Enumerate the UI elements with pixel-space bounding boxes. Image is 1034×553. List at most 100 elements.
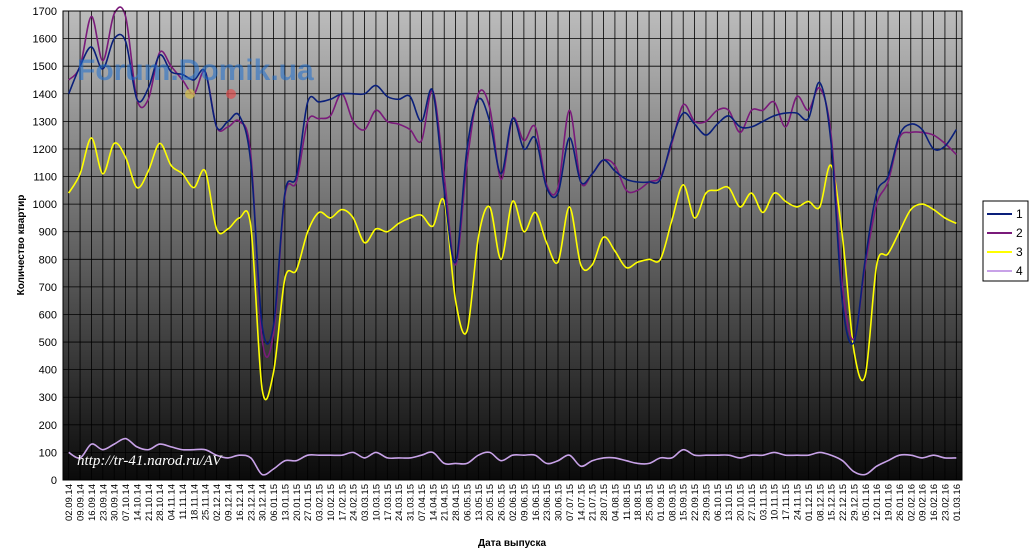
x-tick-label: 28.10.14 — [155, 484, 166, 521]
x-tick-label: 11.11.14 — [178, 484, 189, 520]
x-tick-label: 13.10.15 — [724, 484, 735, 521]
y-tick-label: 1000 — [33, 199, 57, 211]
x-tick-label: 09.06.15 — [519, 484, 530, 521]
x-tick-label: 23.06.15 — [542, 484, 553, 521]
x-tick-label: 29.12.15 — [849, 484, 860, 521]
x-tick-label: 30.06.15 — [554, 484, 565, 521]
y-tick-label: 800 — [39, 254, 57, 266]
y-tick-label: 1300 — [33, 116, 57, 128]
y-tick-label: 1600 — [33, 34, 57, 46]
y-tick-label: 1400 — [33, 89, 57, 101]
x-tick-label: 02.06.15 — [508, 484, 519, 521]
y-tick-label: 200 — [39, 420, 57, 432]
y-tick-label: 1100 — [33, 172, 57, 184]
x-tick-label: 02.12.14 — [212, 484, 223, 521]
x-tick-label: 14.04.15 — [428, 484, 439, 521]
x-tick-label: 19.01.16 — [884, 484, 895, 521]
series-line-1 — [67, 33, 957, 345]
x-tick-label: 07.07.15 — [565, 484, 576, 521]
legend-label-4: 4 — [1016, 264, 1023, 278]
x-tick-label: 22.12.15 — [838, 484, 849, 521]
x-tick-label: 09.02.16 — [918, 484, 929, 521]
x-tick-label: 20.05.15 — [485, 484, 496, 521]
x-tick-label: 01.09.15 — [656, 484, 667, 521]
x-axis: 02.09.14 09.09.14 16.09.14 23.09.14 30.09.14… — [64, 484, 963, 521]
x-tick-label: 12.01.16 — [872, 484, 883, 521]
x-tick-label: 13.01.15 — [280, 484, 291, 521]
x-tick-label: 29.09.15 — [701, 484, 712, 521]
watermark-dot-yellow — [185, 89, 195, 99]
grid — [63, 11, 962, 480]
x-tick-label: 27.10.15 — [747, 484, 758, 521]
legend-label-3: 3 — [1016, 245, 1023, 259]
legend-label-1: 1 — [1016, 207, 1023, 221]
y-tick-label: 1200 — [33, 144, 57, 156]
x-tick-label: 17.02.15 — [337, 484, 348, 521]
x-tick-label: 03.03.15 — [360, 484, 371, 521]
x-tick-label: 15.12.15 — [827, 484, 838, 521]
x-tick-label: 03.02.15 — [315, 484, 326, 521]
x-tick-label: 06.05.15 — [462, 484, 473, 521]
y-axis: 0 100 200 300 400 500 600 700 800 900 1000 1100 1200… — [33, 6, 57, 487]
x-tick-label: 20.10.15 — [736, 484, 747, 521]
y-tick-label: 1500 — [33, 61, 57, 73]
x-tick-label: 25.08.15 — [645, 484, 656, 521]
x-tick-label: 23.12.14 — [246, 484, 257, 521]
x-tick-label: 11.08.15 — [622, 484, 633, 520]
x-tick-label: 05.01.16 — [861, 484, 872, 521]
x-tick-label: 16.02.16 — [929, 484, 940, 521]
x-tick-label: 15.09.15 — [679, 484, 690, 521]
x-tick-label: 16.09.14 — [87, 484, 98, 521]
x-tick-label: 07.04.15 — [417, 484, 428, 521]
x-tick-label: 13.05.15 — [474, 484, 485, 521]
x-axis-title: Дата выпуска — [478, 538, 547, 549]
series-line-3 — [68, 137, 957, 401]
x-tick-label: 28.07.15 — [599, 484, 610, 521]
x-tick-label: 31.03.15 — [406, 484, 417, 521]
y-tick-label: 600 — [39, 309, 57, 321]
watermark-dot-red — [226, 89, 236, 99]
x-tick-label: 03.11.15 — [758, 484, 769, 520]
y-tick-label: 0 — [51, 475, 57, 487]
x-tick-label: 30.12.14 — [258, 484, 269, 521]
x-tick-label: 17.03.15 — [383, 484, 394, 521]
x-tick-label: 16.12.14 — [235, 484, 246, 521]
x-tick-label: 18.08.15 — [633, 484, 644, 521]
x-tick-label: 09.12.14 — [224, 484, 235, 521]
x-tick-label: 24.02.15 — [349, 484, 360, 521]
legend: 1 2 3 4 — [982, 200, 1029, 282]
y-tick-label: 500 — [39, 337, 57, 349]
x-tick-label: 21.10.14 — [144, 484, 155, 521]
y-tick-label: 100 — [39, 447, 57, 459]
x-tick-label: 04.08.15 — [610, 484, 621, 521]
x-tick-label: 06.01.15 — [269, 484, 280, 521]
x-tick-label: 04.11.14 — [167, 484, 178, 520]
x-tick-label: 21.04.15 — [440, 484, 451, 521]
series-line-4 — [68, 437, 957, 476]
x-tick-label: 14.07.15 — [576, 484, 587, 521]
x-tick-label: 26.05.15 — [497, 484, 508, 521]
x-tick-label: 09.09.14 — [76, 484, 87, 521]
y-tick-label: 700 — [39, 282, 57, 294]
x-tick-label: 16.06.15 — [531, 484, 542, 521]
watermark-text: Forum.Domik.ua — [77, 54, 314, 87]
x-tick-label: 10.03.15 — [371, 484, 382, 521]
plot-border — [62, 10, 963, 481]
x-tick-label: 23.09.14 — [98, 484, 109, 521]
y-tick-label: 300 — [39, 392, 57, 404]
series-line-2 — [68, 6, 957, 358]
x-tick-label: 24.03.15 — [394, 484, 405, 521]
legend-label-2: 2 — [1016, 226, 1023, 240]
x-tick-label: 17.11.15 — [781, 484, 792, 520]
x-tick-label: 30.09.14 — [110, 484, 121, 521]
x-tick-label: 23.02.16 — [940, 484, 951, 521]
x-tick-label: 10.11.15 — [770, 484, 781, 520]
x-tick-label: 21.07.15 — [588, 484, 599, 521]
x-tick-label: 07.10.14 — [121, 484, 132, 521]
x-tick-label: 24.11.15 — [792, 484, 803, 520]
x-tick-label: 01.12.15 — [804, 484, 815, 521]
x-tick-label: 08.09.15 — [667, 484, 678, 521]
x-tick-label: 28.04.15 — [451, 484, 462, 521]
x-tick-label: 02.02.16 — [906, 484, 917, 521]
